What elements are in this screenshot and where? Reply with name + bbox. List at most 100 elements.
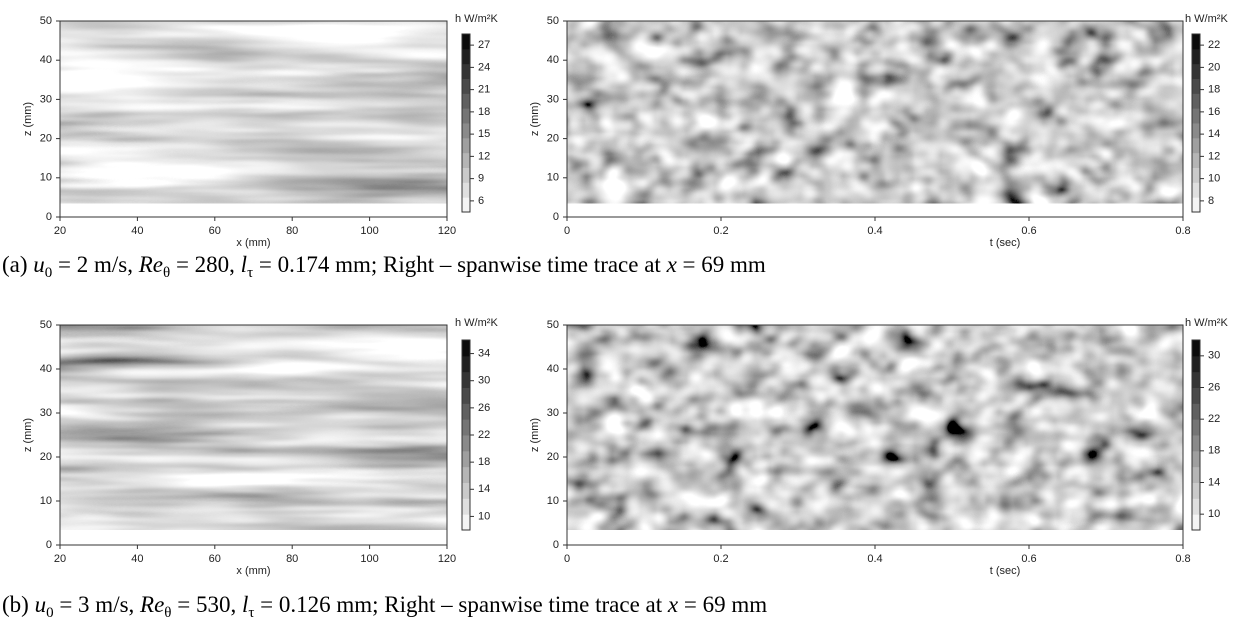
colorbar-tick-label: 8	[1208, 195, 1214, 207]
y-tick-label: 20	[547, 133, 559, 145]
y-tick-label: 30	[547, 93, 559, 105]
y-tick-label: 30	[40, 93, 52, 105]
x-tick-label: 0	[564, 553, 570, 565]
x-tick-label: 0.4	[867, 225, 882, 237]
colorbar-label: h W/m²K	[455, 317, 498, 329]
panel: 20 40 60 80 100 120 0 10 20 30 40 50 x (mm) z (mm) 34 3…	[22, 317, 499, 577]
y-tick-label: 10	[547, 172, 559, 184]
colorbar-step	[1192, 167, 1200, 183]
colorbar-tick-label: 6	[478, 195, 484, 207]
colorbar-step	[1192, 355, 1200, 373]
x-axis-label: t (sec)	[990, 565, 1021, 577]
colorbar-tick-label: 26	[1208, 381, 1220, 393]
y-tick-label: 50	[547, 15, 559, 27]
x-tick-label: 40	[131, 225, 143, 237]
panel: 0 0.2 0.4 0.6 0.8 0 10 20 30 40 50 t (sec) z (mm) 22 2…	[529, 13, 1229, 249]
colorbar-step	[462, 108, 470, 124]
colorbar-step	[462, 371, 470, 388]
x-tick-label: 0.8	[1175, 553, 1190, 565]
colorbar-tick-label: 9	[478, 173, 484, 185]
colorbar-step	[1192, 63, 1200, 79]
colorbar-tick-label: 34	[478, 347, 490, 359]
colorbar-tick-label: 20	[1208, 61, 1220, 73]
x-axis-label: x (mm)	[236, 565, 270, 577]
colorbar-step	[462, 340, 470, 357]
colorbar-step	[462, 482, 470, 499]
y-tick-label: 40	[547, 363, 559, 375]
x-tick-label: 0.6	[1021, 225, 1036, 237]
colorbar-step	[1192, 514, 1200, 531]
colorbar-step	[1192, 137, 1200, 154]
x-tick-label: 120	[438, 553, 456, 565]
colorbar-step	[462, 498, 470, 515]
y-tick-label: 0	[46, 211, 52, 223]
colorbar-step	[462, 63, 470, 79]
y-tick-label: 30	[547, 407, 559, 419]
colorbar-tick-label: 12	[1208, 150, 1220, 162]
x-tick-label: 0.2	[713, 553, 728, 565]
x-tick-label: 100	[360, 553, 378, 565]
colorbar-step	[1192, 34, 1200, 50]
heatmap-image	[60, 325, 447, 530]
colorbar-tick-label: 10	[1208, 508, 1220, 520]
y-tick-label: 40	[40, 54, 52, 66]
colorbar-step	[462, 93, 470, 109]
colorbar-step	[1192, 450, 1200, 468]
colorbar-step	[1192, 482, 1200, 499]
y-tick-label: 50	[40, 319, 52, 331]
y-tick-label: 30	[40, 407, 52, 419]
colorbar-tick-label: 14	[1208, 128, 1220, 140]
heatmap-image	[567, 21, 1183, 204]
colorbar-step	[462, 419, 470, 436]
colorbar-step	[1192, 466, 1200, 483]
x-tick-label: 120	[438, 225, 456, 237]
panel: 0 0.2 0.4 0.6 0.8 0 10 20 30 40 50 t (sec) z (mm) 30 2…	[529, 317, 1229, 577]
colorbar-step	[462, 450, 470, 468]
colorbar-tick-label: 30	[478, 375, 490, 387]
colorbar-tick-label: 22	[1208, 413, 1220, 425]
colorbar-label: h W/m²K	[1185, 13, 1228, 25]
colorbar-tick-label: 18	[1208, 84, 1220, 96]
colorbar-step	[1192, 419, 1200, 436]
colorbar-tick-label: 15	[478, 128, 490, 140]
heatmap-image	[60, 21, 447, 204]
x-tick-label: 0.6	[1021, 553, 1036, 565]
colorbar-step	[462, 197, 470, 213]
y-axis-label: z (mm)	[22, 418, 34, 452]
y-tick-label: 20	[40, 451, 52, 463]
colorbar-step	[1192, 340, 1200, 357]
y-tick-label: 10	[547, 495, 559, 507]
y-tick-label: 10	[40, 172, 52, 184]
colorbar-step	[1192, 78, 1200, 94]
y-tick-label: 0	[46, 539, 52, 551]
colorbar-tick-label: 22	[478, 429, 490, 441]
colorbar-step	[1192, 123, 1200, 139]
colorbar-tick-label: 27	[478, 39, 490, 51]
colorbar-tick-label: 16	[1208, 106, 1220, 118]
colorbar-step	[1192, 197, 1200, 213]
x-tick-label: 80	[286, 553, 298, 565]
x-tick-label: 60	[209, 225, 221, 237]
colorbar-step	[462, 466, 470, 483]
colorbar-step	[1192, 371, 1200, 388]
colorbar-tick-label: 26	[478, 402, 490, 414]
plot-frame	[59, 20, 448, 218]
x-tick-label: 100	[360, 225, 378, 237]
colorbar-frame	[461, 33, 471, 213]
caption: (a) u0 = 2 m/s, Reθ = 280, lτ = 0.174 mm…	[2, 252, 766, 281]
colorbar-tick-label: 21	[478, 84, 490, 96]
colorbar-step	[1192, 48, 1200, 65]
colorbar-step	[462, 137, 470, 154]
y-tick-label: 50	[40, 15, 52, 27]
x-tick-label: 0.4	[867, 553, 882, 565]
colorbar-tick-label: 24	[478, 61, 490, 73]
colorbar-step	[462, 78, 470, 94]
y-tick-label: 0	[553, 539, 559, 551]
colorbar-step	[1192, 403, 1200, 420]
colorbar-tick-label: 14	[1208, 476, 1220, 488]
colorbar-tick-label: 18	[1208, 445, 1220, 457]
y-axis-label: z (mm)	[529, 102, 541, 136]
y-tick-label: 20	[547, 451, 559, 463]
